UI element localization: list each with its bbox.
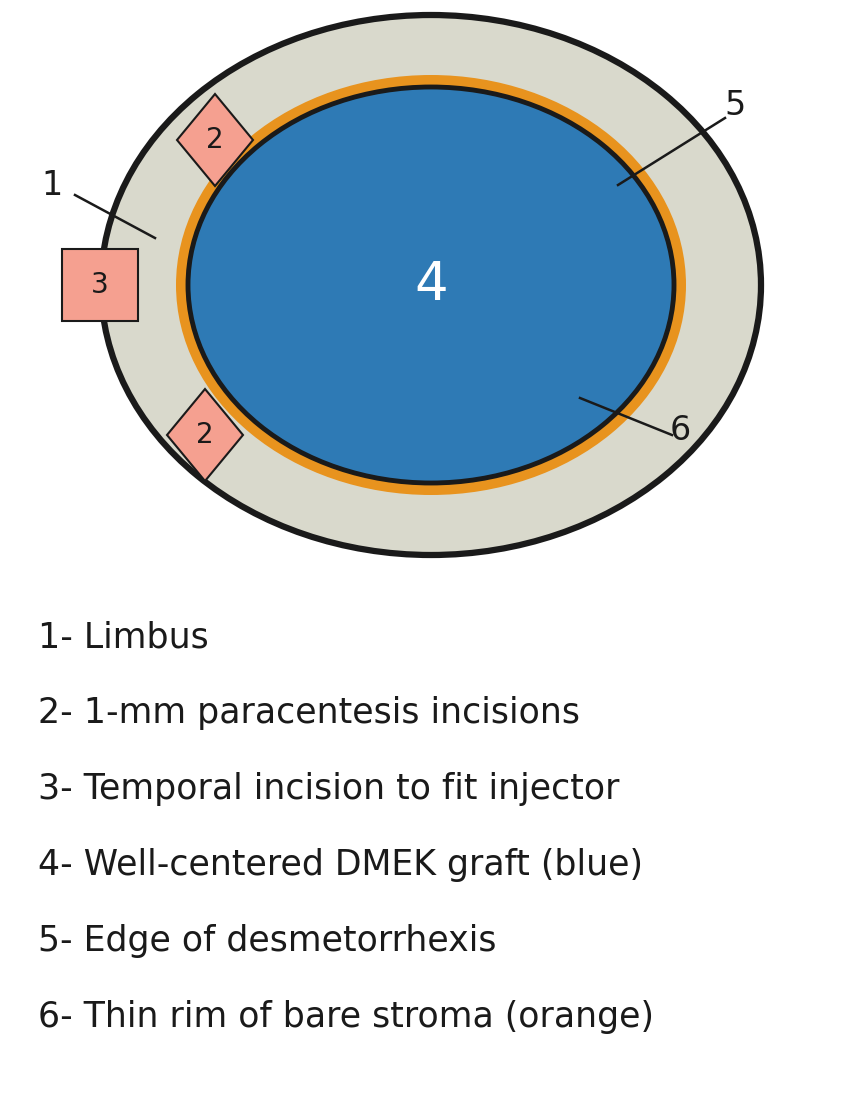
Text: 3: 3 [91, 270, 108, 299]
Ellipse shape [188, 87, 673, 483]
Polygon shape [167, 389, 243, 481]
Text: 2- 1-mm paracentesis incisions: 2- 1-mm paracentesis incisions [38, 696, 579, 730]
Text: 4: 4 [413, 260, 448, 311]
Text: 4- Well-centered DMEK graft (blue): 4- Well-centered DMEK graft (blue) [38, 848, 642, 881]
Text: 5- Edge of desmetorrhexis: 5- Edge of desmetorrhexis [38, 924, 496, 958]
Text: 3- Temporal incision to fit injector: 3- Temporal incision to fit injector [38, 772, 619, 806]
Polygon shape [177, 94, 253, 186]
Ellipse shape [176, 74, 685, 495]
Text: 1- Limbus: 1- Limbus [38, 620, 208, 654]
Text: 6- Thin rim of bare stroma (orange): 6- Thin rim of bare stroma (orange) [38, 1000, 653, 1034]
Text: 5: 5 [723, 89, 745, 122]
Text: 2: 2 [196, 420, 214, 449]
Text: 6: 6 [669, 414, 690, 447]
Text: 2: 2 [206, 126, 224, 154]
Ellipse shape [101, 15, 760, 555]
Text: 1: 1 [41, 169, 63, 201]
Polygon shape [62, 249, 138, 321]
